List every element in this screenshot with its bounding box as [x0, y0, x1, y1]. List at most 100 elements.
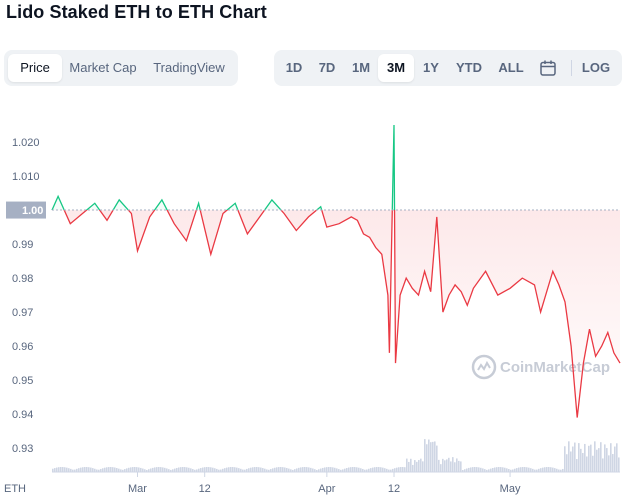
- volume-bar: [572, 446, 574, 472]
- volume-bar: [326, 467, 328, 472]
- volume-bar: [52, 468, 54, 472]
- volume-bar: [528, 467, 530, 472]
- volume-bar: [62, 467, 64, 472]
- volume-bar: [260, 467, 262, 472]
- tab-tradingview[interactable]: TradingView: [153, 60, 225, 75]
- volume-bar: [214, 468, 216, 472]
- volume-bar: [120, 469, 122, 472]
- volume-bar: [282, 467, 284, 472]
- volume-bar: [342, 469, 344, 472]
- range-7d-button[interactable]: 7D: [318, 60, 336, 75]
- tab-market-cap[interactable]: Market Cap: [69, 60, 137, 75]
- y-tick-label: 0.94: [12, 409, 33, 421]
- range-1m-button[interactable]: 1M: [351, 60, 371, 75]
- volume-bar: [602, 458, 604, 472]
- y-tick-label: 1.020: [12, 137, 40, 149]
- range-1d-button[interactable]: 1D: [285, 60, 303, 75]
- watermark-text: CoinMarketCap: [500, 359, 610, 376]
- volume-bar: [80, 467, 82, 472]
- range-ytd-button[interactable]: YTD: [456, 60, 482, 75]
- x-axis-label: ETH: [4, 483, 26, 495]
- volume-bar: [480, 467, 482, 472]
- volume-bar: [380, 467, 382, 472]
- volume-bar: [222, 468, 224, 472]
- volume-bar: [184, 467, 186, 472]
- volume-bar: [262, 468, 264, 472]
- volume-bar: [150, 468, 152, 472]
- volume-bar: [502, 467, 504, 472]
- volume-bar: [256, 467, 258, 472]
- volume-bar: [302, 467, 304, 472]
- volume-bar: [384, 468, 386, 472]
- volume-bar: [506, 468, 508, 472]
- volume-bar: [104, 467, 106, 472]
- volume-bar: [94, 468, 96, 472]
- volume-bar: [420, 458, 422, 472]
- volume-bar: [224, 468, 226, 472]
- volume-bar: [270, 469, 272, 472]
- volume-bar: [486, 469, 488, 472]
- volume-bar: [88, 467, 90, 472]
- range-all-button[interactable]: ALL: [498, 60, 524, 75]
- volume-bar: [76, 468, 78, 472]
- volume-bar: [152, 467, 154, 472]
- volume-bar: [320, 468, 322, 472]
- volume-bar: [266, 469, 268, 472]
- volume-bar: [348, 467, 350, 472]
- volume-bar: [404, 467, 406, 472]
- volume-bar: [464, 469, 466, 472]
- volume-bar: [390, 469, 392, 472]
- volume-bar: [546, 467, 548, 472]
- volume-bar: [142, 468, 144, 472]
- volume-bar: [358, 467, 360, 472]
- volume-bar: [258, 467, 260, 472]
- volume-bar: [434, 441, 436, 472]
- range-3m-button[interactable]: 3M: [378, 54, 414, 82]
- tab-price[interactable]: Price: [8, 54, 62, 82]
- volume-bar: [292, 469, 294, 472]
- volume-bar: [54, 468, 56, 472]
- page-title: Lido Staked ETH to ETH Chart: [6, 2, 267, 22]
- volume-bar: [350, 467, 352, 472]
- range-1y-button[interactable]: 1Y: [423, 60, 439, 75]
- x-tick-label: Mar: [128, 483, 147, 495]
- volume-bar: [246, 468, 248, 472]
- view-tabs: Price Market Cap TradingView: [4, 50, 238, 86]
- y-axis: 0.93 0.94 0.95 0.96 0.97 0.98 0.99 1.010 1.020: [12, 137, 40, 455]
- volume-bar: [134, 467, 136, 472]
- volume-bar: [592, 455, 594, 472]
- volume-bar: [56, 467, 58, 472]
- volume-bar: [406, 458, 408, 472]
- volume-bar: [456, 458, 458, 472]
- volume-bar: [432, 441, 434, 472]
- volume-bar: [228, 467, 230, 472]
- volume-bar: [312, 468, 314, 472]
- volume-bar: [474, 467, 476, 472]
- volume-bar: [594, 441, 596, 472]
- volume-bar: [236, 467, 238, 472]
- volume-bar: [496, 467, 498, 472]
- volume-bar: [240, 468, 242, 472]
- calendar-icon[interactable]: [539, 59, 557, 77]
- volume-bar: [102, 468, 104, 472]
- volume-bar: [106, 467, 108, 472]
- log-scale-button[interactable]: LOG: [581, 60, 611, 75]
- volume-bar: [192, 469, 194, 472]
- volume-bar: [170, 469, 172, 472]
- volume-bar: [174, 468, 176, 472]
- volume-bar: [306, 467, 308, 472]
- volume-bar: [128, 467, 130, 472]
- volume-bar: [354, 467, 356, 472]
- volume-bar: [590, 444, 592, 472]
- volume-bar: [332, 467, 334, 472]
- volume-bar: [130, 467, 132, 472]
- volume-bar: [382, 467, 384, 472]
- volume-bar: [316, 469, 318, 472]
- volume-bar: [500, 467, 502, 472]
- volume-bar: [288, 468, 290, 472]
- price-chart[interactable]: 0.93 0.94 0.95 0.96 0.97 0.98 0.99 1.010 1.020 C…: [0, 100, 628, 499]
- volume-bar: [346, 468, 348, 472]
- volume-bar: [336, 468, 338, 472]
- volume-bar: [362, 468, 364, 472]
- volume-bar: [206, 467, 208, 472]
